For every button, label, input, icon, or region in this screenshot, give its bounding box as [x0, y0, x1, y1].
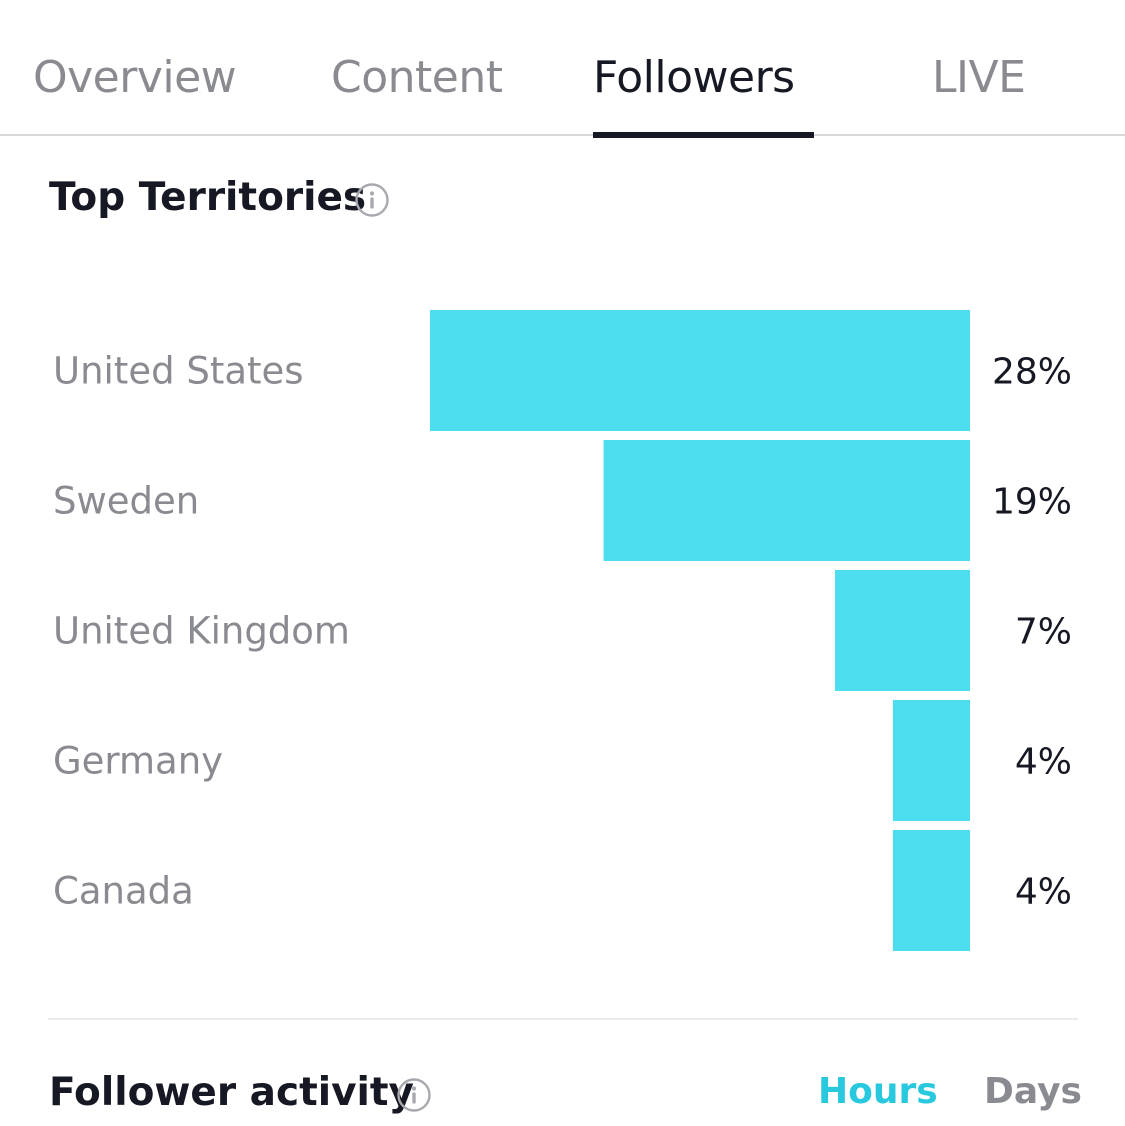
info-icon[interactable] [397, 1078, 431, 1112]
bar-germany [892, 700, 970, 821]
tab-live[interactable]: LIVE [932, 52, 1026, 103]
bar-sweden [603, 440, 970, 561]
tab-overview[interactable]: Overview [33, 52, 237, 103]
value-label: 19% [992, 482, 1072, 523]
tab-followers[interactable]: Followers [593, 52, 795, 103]
country-label: Canada [53, 870, 194, 913]
value-label: 28% [992, 352, 1072, 393]
country-label: United States [53, 350, 304, 393]
country-label: Germany [53, 740, 223, 783]
section-divider [48, 1018, 1078, 1020]
value-label: 7% [1015, 612, 1072, 653]
days-toggle[interactable]: Days [984, 1071, 1082, 1112]
tab-bar: Overview Content Followers LIVE [0, 0, 1125, 138]
follower-activity-title: Follower activity [49, 1070, 414, 1115]
top-territories-title: Top Territories [49, 175, 367, 220]
bar-canada [892, 830, 970, 951]
bar-united-states [430, 310, 970, 431]
info-icon[interactable] [355, 183, 389, 217]
country-label: Sweden [53, 480, 199, 523]
active-tab-indicator [593, 132, 814, 138]
value-label: 4% [1015, 742, 1072, 783]
bar-united-kingdom [835, 570, 970, 691]
tab-content[interactable]: Content [331, 52, 503, 103]
country-label: United Kingdom [53, 610, 350, 653]
hours-toggle[interactable]: Hours [818, 1071, 938, 1112]
value-label: 4% [1015, 872, 1072, 913]
